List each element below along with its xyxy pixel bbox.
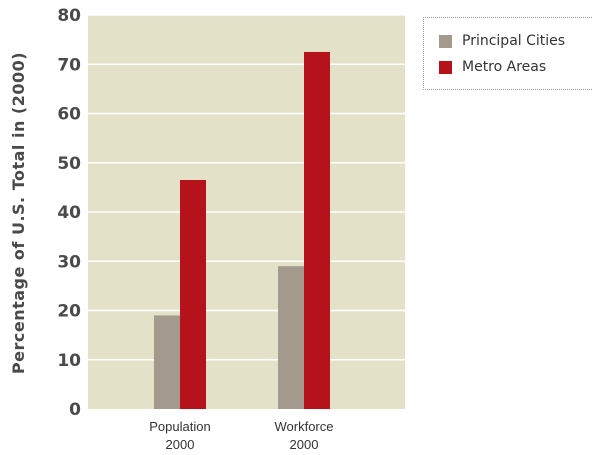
bar-metro-areas-0 [180, 179, 206, 409]
legend-swatch-metro-areas [439, 60, 452, 74]
legend: Principal Cities Metro Areas [423, 17, 592, 90]
y-tick-label: 60 [57, 105, 81, 125]
x-axis-ticks: Population 2000 Workforce 2000 [149, 419, 333, 452]
y-tick-label: 80 [57, 6, 81, 26]
bar-principal-cities-0 [154, 315, 180, 409]
y-tick-label: 30 [57, 252, 81, 272]
legend-item-metro-areas: Metro Areas [439, 57, 546, 77]
x-tick-label: Workforce [275, 419, 334, 434]
x-tick-label: 2000 [166, 437, 195, 452]
y-tick-label: 70 [57, 55, 81, 75]
legend-label: Principal Cities [462, 33, 566, 49]
bar-principal-cities-1 [278, 266, 304, 409]
bar-metro-areas-1 [304, 51, 330, 409]
gridlines [88, 14, 405, 361]
y-tick-label: 50 [57, 154, 81, 174]
bars [154, 51, 330, 409]
y-tick-label: 10 [57, 351, 81, 371]
legend-label: Metro Areas [462, 59, 547, 75]
y-tick-label: 40 [57, 203, 81, 223]
y-axis-ticks: 0 10 20 30 40 50 60 70 80 [57, 6, 81, 420]
x-tick-label: 2000 [290, 437, 319, 452]
y-tick-label: 0 [69, 400, 81, 420]
legend-swatch-principal-cities [439, 34, 452, 48]
y-axis-label: Percentage of U.S. Total in (2000) [9, 52, 28, 374]
legend-item-principal-cities: Principal Cities [439, 31, 565, 51]
y-tick-label: 20 [57, 302, 81, 322]
x-tick-label: Population [149, 419, 210, 434]
